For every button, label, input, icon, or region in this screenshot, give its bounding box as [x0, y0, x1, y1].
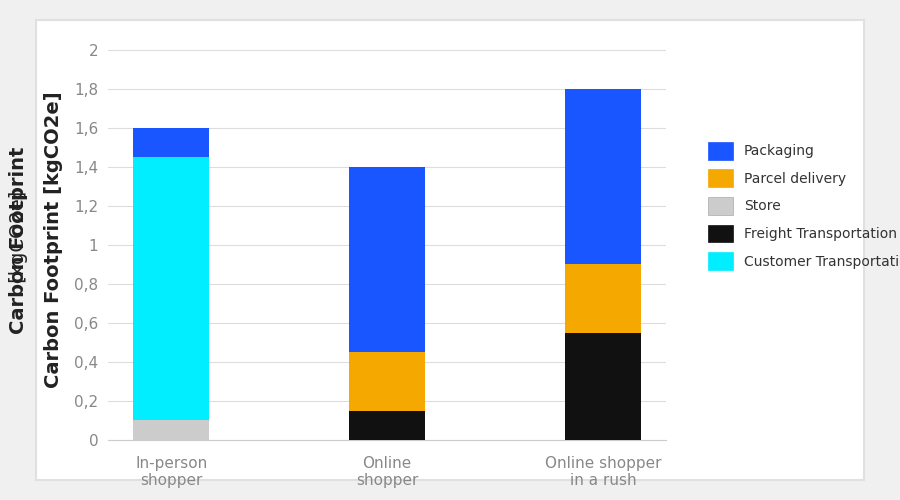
Legend: Packaging, Parcel delivery, Store, Freight Transportation, Customer Transportati: Packaging, Parcel delivery, Store, Freig…	[701, 135, 900, 277]
Bar	[133, 128, 209, 157]
Text: [kgCO2e]: [kgCO2e]	[9, 191, 28, 289]
Bar	[349, 167, 425, 352]
Bar	[565, 89, 641, 264]
Bar	[349, 352, 425, 410]
Bar	[133, 157, 209, 420]
Text: Carbon Footprint: Carbon Footprint	[9, 146, 28, 334]
Bar	[133, 420, 209, 440]
Bar	[565, 332, 641, 440]
Y-axis label: Carbon Footprint [kgCO2e]: Carbon Footprint [kgCO2e]	[44, 92, 63, 389]
Bar	[565, 264, 641, 332]
Bar	[349, 410, 425, 440]
